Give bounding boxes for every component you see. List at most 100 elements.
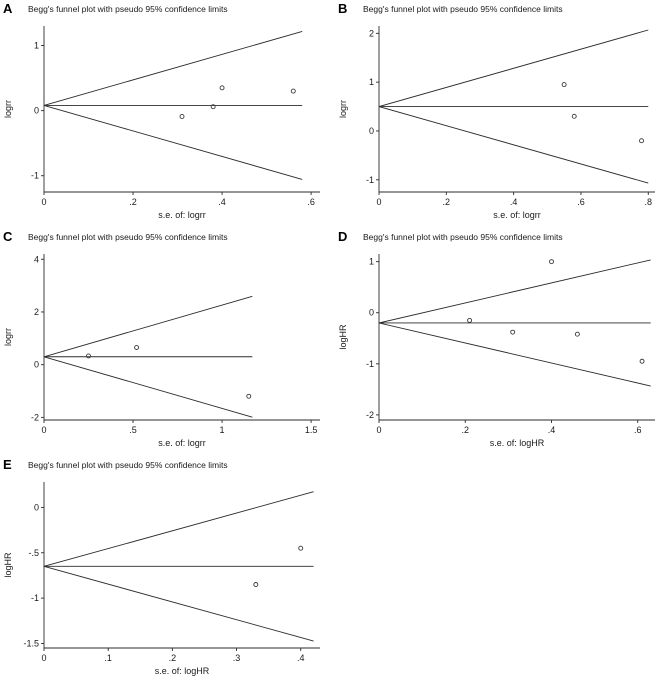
funnel-upper-limit bbox=[43, 295, 253, 358]
x-tick-label: .8 bbox=[645, 197, 653, 207]
y-tick-label: 1 bbox=[34, 41, 39, 51]
x-tick-label: 0 bbox=[41, 197, 46, 207]
data-point bbox=[210, 104, 216, 110]
data-point bbox=[134, 345, 140, 350]
data-point bbox=[574, 331, 580, 337]
data-point bbox=[561, 82, 567, 88]
x-tick-label: .1 bbox=[104, 653, 112, 663]
y-tick-label: -1 bbox=[31, 593, 39, 603]
y-tick-label: 1 bbox=[369, 257, 374, 267]
chart-title: Begg's funnel plot with pseudo 95% confi… bbox=[28, 460, 228, 470]
funnel-upper-limit bbox=[378, 259, 651, 324]
y-tick-label: 0 bbox=[34, 106, 39, 116]
x-tick-label: .2 bbox=[461, 425, 469, 435]
x-tick-label: .6 bbox=[634, 425, 642, 435]
x-tick-label: 0 bbox=[41, 653, 46, 663]
funnel-plot-panel-a: A Begg's funnel plot with pseudo 95% con… bbox=[0, 0, 335, 228]
y-tick-label: -1 bbox=[31, 171, 39, 181]
y-tick-label: 4 bbox=[34, 254, 39, 264]
y-tick-label: 0 bbox=[369, 126, 374, 136]
y-tick-label: 0 bbox=[369, 308, 374, 318]
y-tick-label: 2 bbox=[34, 307, 39, 317]
data-point bbox=[639, 138, 644, 144]
funnel-plot-a: Begg's funnel plot with pseudo 95% confi… bbox=[3, 4, 320, 220]
funnel-lower-limit bbox=[43, 356, 253, 418]
y-tick-label: -1 bbox=[366, 359, 374, 369]
x-tick-label: .6 bbox=[307, 197, 315, 207]
data-point bbox=[549, 259, 554, 265]
data-point bbox=[253, 582, 259, 587]
funnel-plot-panel-d: D Begg's funnel plot with pseudo 95% con… bbox=[335, 228, 670, 456]
data-point bbox=[639, 358, 645, 364]
y-tick-label: 1 bbox=[369, 77, 374, 87]
funnel-plot-e: Begg's funnel plot with pseudo 95% confi… bbox=[3, 460, 320, 676]
data-point bbox=[86, 353, 91, 359]
chart-title: Begg's funnel plot with pseudo 95% confi… bbox=[28, 232, 228, 242]
y-axis-label: logrr bbox=[3, 100, 13, 118]
chart-title: Begg's funnel plot with pseudo 95% confi… bbox=[363, 4, 563, 14]
x-tick-label: 0 bbox=[41, 425, 46, 435]
panel-letter-d: D bbox=[338, 229, 348, 244]
y-axis-label: logrr bbox=[3, 328, 13, 346]
x-tick-label: 0 bbox=[376, 197, 381, 207]
funnel-plot-c: Begg's funnel plot with pseudo 95% confi… bbox=[3, 232, 320, 448]
x-tick-label: .4 bbox=[218, 197, 226, 207]
y-axis-label: logHR bbox=[338, 324, 348, 350]
data-point bbox=[298, 545, 304, 551]
x-axis-label: s.e. of: logHR bbox=[490, 438, 545, 448]
panel-letter-c: C bbox=[3, 229, 13, 244]
x-axis-label: s.e. of: logrr bbox=[158, 210, 206, 220]
y-tick-label: 0 bbox=[34, 502, 39, 512]
y-tick-label: -2 bbox=[366, 410, 374, 420]
y-tick-label: -.5 bbox=[28, 548, 39, 558]
y-axis-label: logHR bbox=[3, 552, 13, 578]
x-tick-label: .4 bbox=[548, 425, 556, 435]
y-tick-label: 2 bbox=[369, 28, 374, 38]
funnel-upper-limit bbox=[43, 30, 303, 106]
data-point bbox=[510, 329, 516, 335]
funnel-lower-limit bbox=[43, 104, 303, 180]
funnel-lower-limit bbox=[43, 565, 314, 642]
funnel-plot-d: Begg's funnel plot with pseudo 95% confi… bbox=[338, 232, 655, 448]
x-axis-label: s.e. of: logrr bbox=[158, 438, 206, 448]
x-axis-label: s.e. of: logHR bbox=[155, 666, 210, 676]
y-axis-label: logrr bbox=[338, 100, 348, 118]
x-tick-label: .4 bbox=[297, 653, 305, 663]
data-point bbox=[467, 317, 473, 323]
data-point bbox=[219, 85, 225, 91]
x-tick-label: 0 bbox=[376, 425, 381, 435]
funnel-lower-limit bbox=[378, 106, 649, 184]
panel-letter-e: E bbox=[3, 457, 12, 472]
funnel-upper-limit bbox=[378, 29, 649, 107]
data-point bbox=[571, 113, 577, 119]
panel-letter-b: B bbox=[338, 1, 348, 16]
y-tick-label: -2 bbox=[31, 412, 39, 422]
funnel-plot-panel-b: B Begg's funnel plot with pseudo 95% con… bbox=[335, 0, 670, 228]
x-axis-label: s.e. of: logrr bbox=[493, 210, 541, 220]
x-tick-label: .2 bbox=[443, 197, 451, 207]
empty-panel bbox=[335, 456, 670, 684]
x-tick-label: .2 bbox=[129, 197, 137, 207]
funnel-lower-limit bbox=[378, 322, 651, 387]
x-tick-label: .2 bbox=[169, 653, 177, 663]
x-tick-label: .6 bbox=[577, 197, 585, 207]
chart-title: Begg's funnel plot with pseudo 95% confi… bbox=[28, 4, 228, 14]
x-tick-label: .4 bbox=[510, 197, 518, 207]
x-tick-label: .3 bbox=[233, 653, 241, 663]
y-tick-label: 0 bbox=[34, 360, 39, 370]
x-tick-label: .5 bbox=[129, 425, 137, 435]
funnel-plot-panel-c: C Begg's funnel plot with pseudo 95% con… bbox=[0, 228, 335, 456]
data-point bbox=[290, 88, 296, 94]
funnel-plot-b: Begg's funnel plot with pseudo 95% confi… bbox=[338, 4, 655, 220]
x-tick-label: 1 bbox=[220, 425, 225, 435]
data-point bbox=[179, 114, 185, 119]
chart-title: Begg's funnel plot with pseudo 95% confi… bbox=[363, 232, 563, 242]
panel-letter-a: A bbox=[3, 1, 13, 16]
data-point bbox=[246, 393, 252, 399]
y-tick-label: -1 bbox=[366, 175, 374, 185]
funnel-upper-limit bbox=[43, 491, 314, 567]
y-tick-label: -1.5 bbox=[23, 638, 39, 648]
x-tick-label: 1.5 bbox=[305, 425, 318, 435]
funnel-plot-panel-e: E Begg's funnel plot with pseudo 95% con… bbox=[0, 456, 335, 684]
